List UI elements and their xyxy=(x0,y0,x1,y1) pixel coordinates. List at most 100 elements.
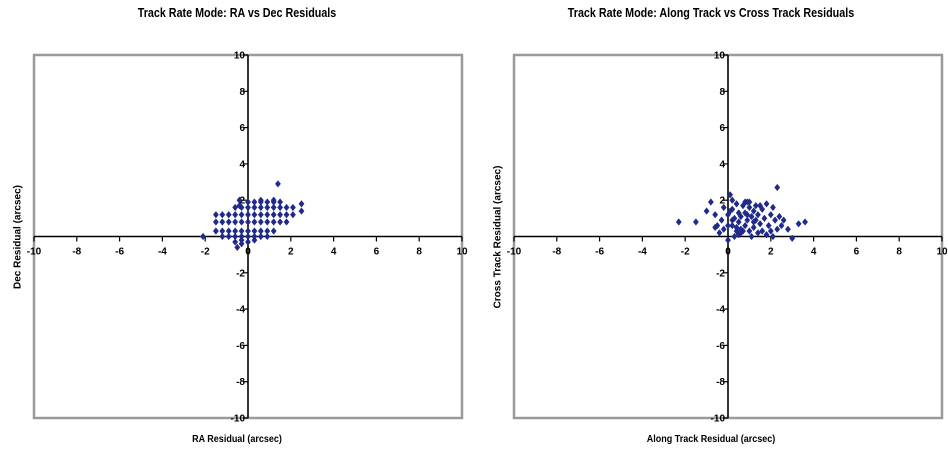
data-point xyxy=(740,227,746,235)
data-point xyxy=(752,201,759,210)
y-tick-label: 4 xyxy=(719,159,725,170)
data-point xyxy=(757,220,764,228)
x-tick-label: -2 xyxy=(681,247,690,258)
y-tick-label: -4 xyxy=(236,305,245,316)
x-tick-label: 2 xyxy=(288,247,294,258)
data-point xyxy=(257,218,264,226)
y-tick-label: 8 xyxy=(719,87,725,98)
data-point xyxy=(232,203,239,212)
y-tick-label: -6 xyxy=(716,341,725,352)
y-tick-label: -4 xyxy=(716,305,725,316)
data-point xyxy=(729,221,736,230)
data-point xyxy=(744,211,751,219)
x-tick-label: 4 xyxy=(331,247,337,258)
x-tick-label: -8 xyxy=(72,247,81,258)
y-tick-label: -8 xyxy=(236,377,245,388)
data-point xyxy=(212,211,219,219)
data-point xyxy=(703,207,710,215)
data-point xyxy=(245,238,251,246)
data-point xyxy=(245,227,251,235)
x-tick-label: 2 xyxy=(768,247,774,258)
y-tick-label: 6 xyxy=(239,123,245,134)
data-point xyxy=(746,227,753,235)
data-point xyxy=(270,227,277,235)
data-point xyxy=(748,212,755,221)
data-point xyxy=(232,238,239,246)
data-point xyxy=(774,183,781,192)
data-point xyxy=(784,225,791,233)
data-point xyxy=(776,212,783,221)
x-axis-label: RA Residual (arcsec) xyxy=(192,434,282,445)
data-point xyxy=(238,240,245,248)
data-point xyxy=(692,218,699,226)
data-point xyxy=(675,218,682,226)
data-point xyxy=(232,211,239,219)
data-point xyxy=(748,232,755,241)
y-tick-label: -2 xyxy=(236,268,245,279)
data-point xyxy=(283,218,290,226)
data-point xyxy=(277,218,284,226)
data-point xyxy=(277,203,284,212)
data-point xyxy=(795,220,802,228)
data-point xyxy=(264,218,271,226)
data-point xyxy=(754,211,761,219)
data-point xyxy=(212,227,219,235)
data-point xyxy=(744,216,751,224)
data-point xyxy=(720,203,727,212)
data-point xyxy=(219,232,226,241)
x-tick-label: -6 xyxy=(115,247,124,258)
data-point xyxy=(765,221,772,230)
data-point xyxy=(750,218,757,226)
data-point xyxy=(769,232,776,241)
data-point xyxy=(277,198,284,206)
data-point xyxy=(257,232,264,241)
data-point xyxy=(754,229,761,237)
data-point xyxy=(714,221,721,230)
data-point xyxy=(789,234,796,243)
data-point xyxy=(270,203,277,212)
data-point xyxy=(225,218,232,226)
data-point xyxy=(712,211,719,219)
data-point xyxy=(774,225,781,233)
chart-panel-ra-dec: Track Rate Mode: RA vs Dec Residuals -10… xyxy=(12,6,468,445)
x-tick-label: 6 xyxy=(854,247,860,258)
data-point xyxy=(742,198,749,206)
data-point xyxy=(251,211,258,219)
x-tick-label: 10 xyxy=(456,247,468,258)
data-point xyxy=(725,236,731,244)
data-point xyxy=(274,180,281,188)
data-point xyxy=(763,200,770,208)
y-tick-label: 10 xyxy=(714,51,726,62)
x-tick-label: -8 xyxy=(552,247,561,258)
x-tick-label: 0 xyxy=(245,247,251,258)
y-tick-label: 8 xyxy=(239,87,245,98)
data-point xyxy=(283,203,290,212)
data-point xyxy=(780,216,787,224)
y-tick-label: -6 xyxy=(236,341,245,352)
y-tick-label: -10 xyxy=(231,414,246,425)
data-point xyxy=(277,211,284,219)
data-point xyxy=(750,223,757,232)
data-point xyxy=(746,203,753,212)
data-point xyxy=(251,227,258,235)
data-point xyxy=(212,218,219,226)
y-tick-label: -8 xyxy=(716,377,725,388)
x-tick-label: -4 xyxy=(158,247,167,258)
x-tick-label: -10 xyxy=(27,247,42,258)
y-axis-label: Dec Residual (arcsec) xyxy=(12,185,24,289)
data-point xyxy=(270,211,277,219)
data-point xyxy=(236,201,243,210)
data-point xyxy=(238,211,245,219)
data-point xyxy=(757,201,764,210)
data-point xyxy=(225,232,232,241)
chart-title: Track Rate Mode: Along Track vs Cross Tr… xyxy=(567,6,855,20)
x-tick-label: 6 xyxy=(374,247,380,258)
data-point xyxy=(238,227,245,235)
data-point xyxy=(289,211,296,219)
data-point xyxy=(746,198,753,206)
data-point xyxy=(769,203,776,212)
data-point xyxy=(735,218,742,226)
data-point xyxy=(283,211,290,219)
y-tick-label: -2 xyxy=(716,268,725,279)
data-point xyxy=(264,203,271,212)
